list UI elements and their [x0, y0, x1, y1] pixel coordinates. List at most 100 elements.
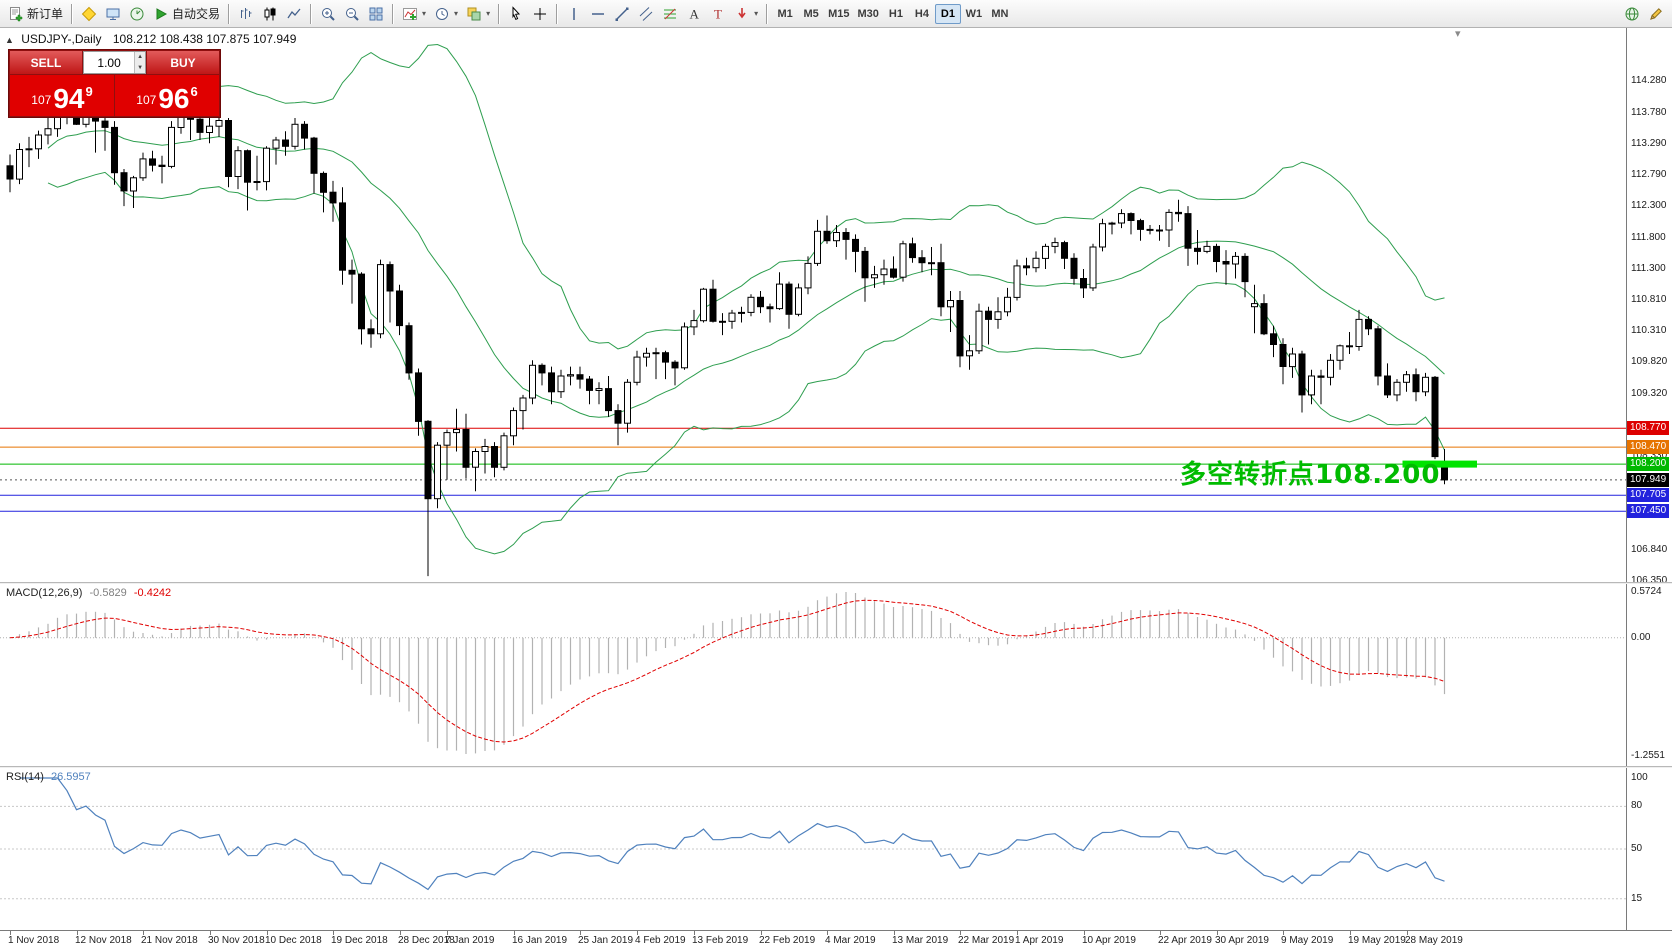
macd-chart-canvas[interactable]	[0, 584, 1626, 766]
sell-price[interactable]: 107 94 9	[10, 75, 114, 116]
strategy-tester-button[interactable]	[125, 3, 149, 25]
date-tick	[77, 931, 78, 935]
date-tick	[333, 931, 334, 935]
buy-price[interactable]: 107 96 6	[115, 75, 219, 116]
rsi-value: 26.5957	[50, 771, 91, 783]
bar-chart-icon	[238, 6, 254, 22]
trendline-button[interactable]	[610, 3, 634, 25]
timeframe-d1-button[interactable]: D1	[934, 3, 961, 24]
candles-icon	[262, 6, 278, 22]
templates-button[interactable]: ▾	[462, 3, 494, 25]
text-button[interactable]: A	[682, 3, 706, 25]
bollinger-middle-band	[47, 130, 1445, 418]
toolbar-separator	[392, 3, 395, 24]
new-order-button[interactable]: 新订单	[4, 3, 67, 25]
hline-price-label: 108.770	[1627, 421, 1670, 436]
price-tick: 112.300	[1631, 200, 1667, 212]
date-label: 22 Feb 2019	[759, 935, 816, 946]
macd-indicator-name: MACD(12,26,9)	[6, 587, 83, 599]
date-tick	[1217, 931, 1218, 935]
date-label: 12 Nov 2018	[75, 935, 132, 946]
zoom-in-button[interactable]	[316, 3, 340, 25]
macd-axis-tick: 0.00	[1631, 631, 1651, 643]
timeframe-m30-button[interactable]: M30	[857, 7, 879, 20]
price-tick: 109.320	[1631, 387, 1668, 399]
date-tick	[1084, 931, 1085, 935]
highlight-segment[interactable]	[1402, 460, 1478, 468]
chart-annotation-text[interactable]: 多空转折点108.200	[1180, 460, 1441, 490]
date-tick	[514, 931, 515, 935]
timeframe-w1-button[interactable]: W1	[965, 7, 983, 20]
candles-layer	[6, 86, 1448, 577]
text-label-button[interactable]: T	[706, 3, 730, 25]
timeframe-mn-button[interactable]: MN	[991, 7, 1009, 20]
symbol-line: ▲ USDJPY-,Daily 108.212 108.438 107.875 …	[5, 32, 296, 46]
community-button[interactable]	[1620, 3, 1644, 25]
timeframe-m1-button[interactable]: M1	[777, 7, 793, 20]
toolbar-separator	[766, 3, 769, 24]
volume-input[interactable]	[84, 52, 135, 73]
buy-button[interactable]: BUY	[147, 51, 219, 74]
macd-axis-tick: -1.2551	[1631, 750, 1665, 761]
time-axis[interactable]: 1 Nov 2018 12 Nov 2018 21 Nov 2018 30 Nov 2…	[0, 930, 1672, 948]
fibonacci-button[interactable]	[658, 3, 682, 25]
pane-resize-handle[interactable]	[0, 766, 1672, 768]
indicators-button[interactable]: ▾	[398, 3, 430, 25]
date-tick	[694, 931, 695, 935]
date-label: 21 Nov 2018	[141, 935, 198, 946]
date-label: 1 Apr 2019	[1015, 935, 1064, 946]
candlestick-chart-button[interactable]	[258, 3, 282, 25]
timeframe-m5-button[interactable]: M5	[803, 7, 819, 20]
toolbar-separator	[498, 3, 501, 24]
toolbar-group-line-studies: A T ▾	[562, 0, 762, 27]
terminal-button[interactable]	[101, 3, 125, 25]
date-label: 9 May 2019	[1281, 935, 1334, 946]
one-click-collapse-arrow-icon[interactable]: ▲	[5, 35, 14, 45]
timeframe-h4-button[interactable]: H4	[914, 7, 929, 20]
date-label: 30 Nov 2018	[208, 935, 265, 946]
metaeditor-icon	[81, 6, 97, 22]
periods-button[interactable]: ▾	[430, 3, 462, 25]
line-chart-button[interactable]	[282, 3, 306, 25]
hline-price-label: 108.200	[1627, 457, 1670, 472]
rsi-pane: RSI(14) 26.5957	[0, 768, 1626, 930]
date-label: 10 Dec 2018	[265, 935, 322, 946]
toolbar-separator	[71, 3, 74, 24]
price-tick: 112.790	[1631, 169, 1667, 181]
sell-button[interactable]: SELL	[10, 51, 82, 74]
pane-resize-handle[interactable]	[0, 582, 1672, 584]
bar-chart-button[interactable]	[234, 3, 258, 25]
templates-icon	[466, 6, 482, 22]
toolbar-group-apps: 自动交易	[77, 0, 224, 27]
rsi-chart-canvas[interactable]	[0, 768, 1626, 930]
horizontal-line-button[interactable]	[586, 3, 610, 25]
volume-up-button[interactable]: ▲	[135, 52, 145, 63]
zoom-out-button[interactable]	[340, 3, 364, 25]
buy-price-big: 96	[158, 83, 190, 115]
toolbar-group-zoom	[316, 0, 388, 27]
line-chart-icon	[286, 6, 302, 22]
quick-edit-button[interactable]	[1644, 3, 1668, 25]
metaeditor-button[interactable]	[77, 3, 101, 25]
rsi-indicator-name: RSI(14)	[6, 771, 44, 783]
price-tick: 106.350	[1631, 574, 1668, 586]
channel-button[interactable]	[634, 3, 658, 25]
date-label: 13 Mar 2019	[892, 935, 949, 946]
rsi-axis-tick: 100	[1631, 772, 1648, 783]
sell-price-sup: 9	[85, 84, 93, 99]
date-tick	[1017, 931, 1018, 935]
autotrading-button[interactable]: 自动交易	[149, 3, 224, 25]
volume-down-button[interactable]: ▼	[135, 62, 145, 73]
crosshair-button[interactable]	[528, 3, 552, 25]
arrows-button[interactable]: ▾	[730, 3, 762, 25]
timeframe-h1-button[interactable]: H1	[888, 7, 903, 20]
macd-main-value: -0.5829	[89, 587, 127, 599]
cursor-button[interactable]	[504, 3, 528, 25]
price-chart-canvas[interactable]	[0, 28, 1626, 582]
svg-text:T: T	[714, 6, 722, 21]
chart-shift-marker[interactable]: ▾	[1455, 28, 1461, 40]
timeframe-m15-button[interactable]: M15	[828, 7, 850, 20]
vertical-line-button[interactable]	[562, 3, 586, 25]
tile-windows-button[interactable]	[364, 3, 388, 25]
price-axis[interactable]: 114.280 113.780 113.290 112.790 112.300 111.8…	[1626, 28, 1672, 930]
